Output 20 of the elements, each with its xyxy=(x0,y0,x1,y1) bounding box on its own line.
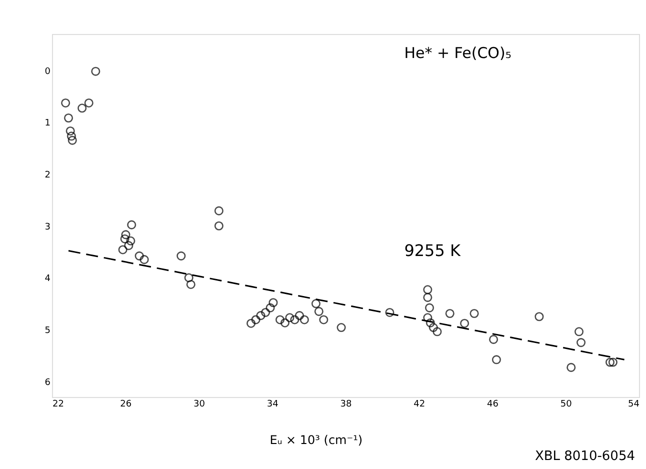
y-tick-label: 1 xyxy=(44,118,50,129)
x-tick-label: 46 xyxy=(487,400,499,410)
text: XBL 8010-6054 xyxy=(534,449,635,464)
x-axis-title: Eᵤ × 10³ (cm⁻¹) xyxy=(270,433,363,447)
x-tick-label: 22 xyxy=(52,400,64,410)
x-tick-label: 54 xyxy=(628,400,640,410)
x-tick-label: 50 xyxy=(560,400,572,410)
y-tick-label: 5 xyxy=(44,326,50,336)
y-tick-label: 3 xyxy=(44,222,50,232)
text: He* + Fe(CO)₅ xyxy=(404,44,512,62)
x-tick-label: 30 xyxy=(194,400,206,410)
x-tick-label: 34 xyxy=(266,400,279,410)
x-tick-label: 26 xyxy=(120,400,132,410)
x-tick-label: 38 xyxy=(340,400,352,410)
y-tick-label: 6 xyxy=(44,378,51,388)
y-tick-label: 4 xyxy=(44,274,51,284)
x-tick-label: 42 xyxy=(414,400,426,410)
annotation: 9255 K xyxy=(404,241,462,260)
y-tick-label: 0 xyxy=(44,66,51,77)
y-tick-label: 2 xyxy=(44,170,50,181)
